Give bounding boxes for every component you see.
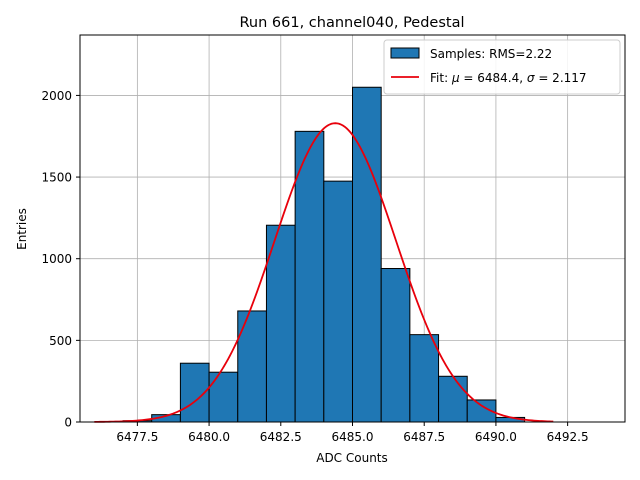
plot-area: 6477.5 6480.0 6482.5 6485.0 6487.5 6490.0 6492… bbox=[41, 34, 626, 444]
y-axis-label: Entries bbox=[15, 208, 29, 250]
legend-histogram-swatch bbox=[390, 47, 420, 59]
histogram-bar bbox=[294, 130, 325, 423]
fit-curve-group bbox=[94, 122, 554, 423]
x-tick-label: 6482.5 bbox=[260, 430, 302, 444]
y-tick-label: 0 bbox=[64, 416, 72, 430]
legend-box bbox=[383, 39, 621, 95]
histogram-bar bbox=[438, 375, 468, 423]
x-axis-label: ADC Counts bbox=[316, 451, 388, 465]
histogram-bar bbox=[237, 310, 267, 423]
y-tick-label: 1000 bbox=[41, 252, 72, 266]
y-tick-label: 1500 bbox=[41, 171, 72, 185]
x-tick-label: 6477.5 bbox=[116, 430, 158, 444]
x-tick-label: 6490.0 bbox=[475, 430, 517, 444]
x-tick-label: 6480.0 bbox=[188, 430, 230, 444]
x-tick-label: 6485.0 bbox=[332, 430, 374, 444]
chart-title: Run 661, channel040, Pedestal bbox=[239, 15, 464, 31]
histogram-bar bbox=[323, 180, 354, 423]
legend: Samples: RMS=2.22 Fit: μ = 6484.4, σ = 2… bbox=[383, 39, 621, 95]
histogram-bar bbox=[352, 86, 382, 423]
histogram-bar bbox=[208, 371, 239, 423]
legend-histogram-label: Samples: RMS=2.22 bbox=[430, 47, 552, 61]
x-tick-label: 6487.5 bbox=[403, 430, 445, 444]
fit-curve bbox=[94, 122, 554, 423]
x-tick-label: 6492.5 bbox=[547, 430, 589, 444]
histogram-bar bbox=[409, 334, 440, 423]
y-tick-label: 2000 bbox=[41, 89, 72, 103]
legend-fit-label: Fit: μ = 6484.4, σ = 2.117 bbox=[430, 71, 587, 85]
histogram-bar bbox=[380, 268, 411, 423]
axes: 6477.5 6480.0 6482.5 6485.0 6487.5 6490.0 6492… bbox=[41, 34, 626, 444]
y-tick-label: 500 bbox=[49, 334, 72, 348]
